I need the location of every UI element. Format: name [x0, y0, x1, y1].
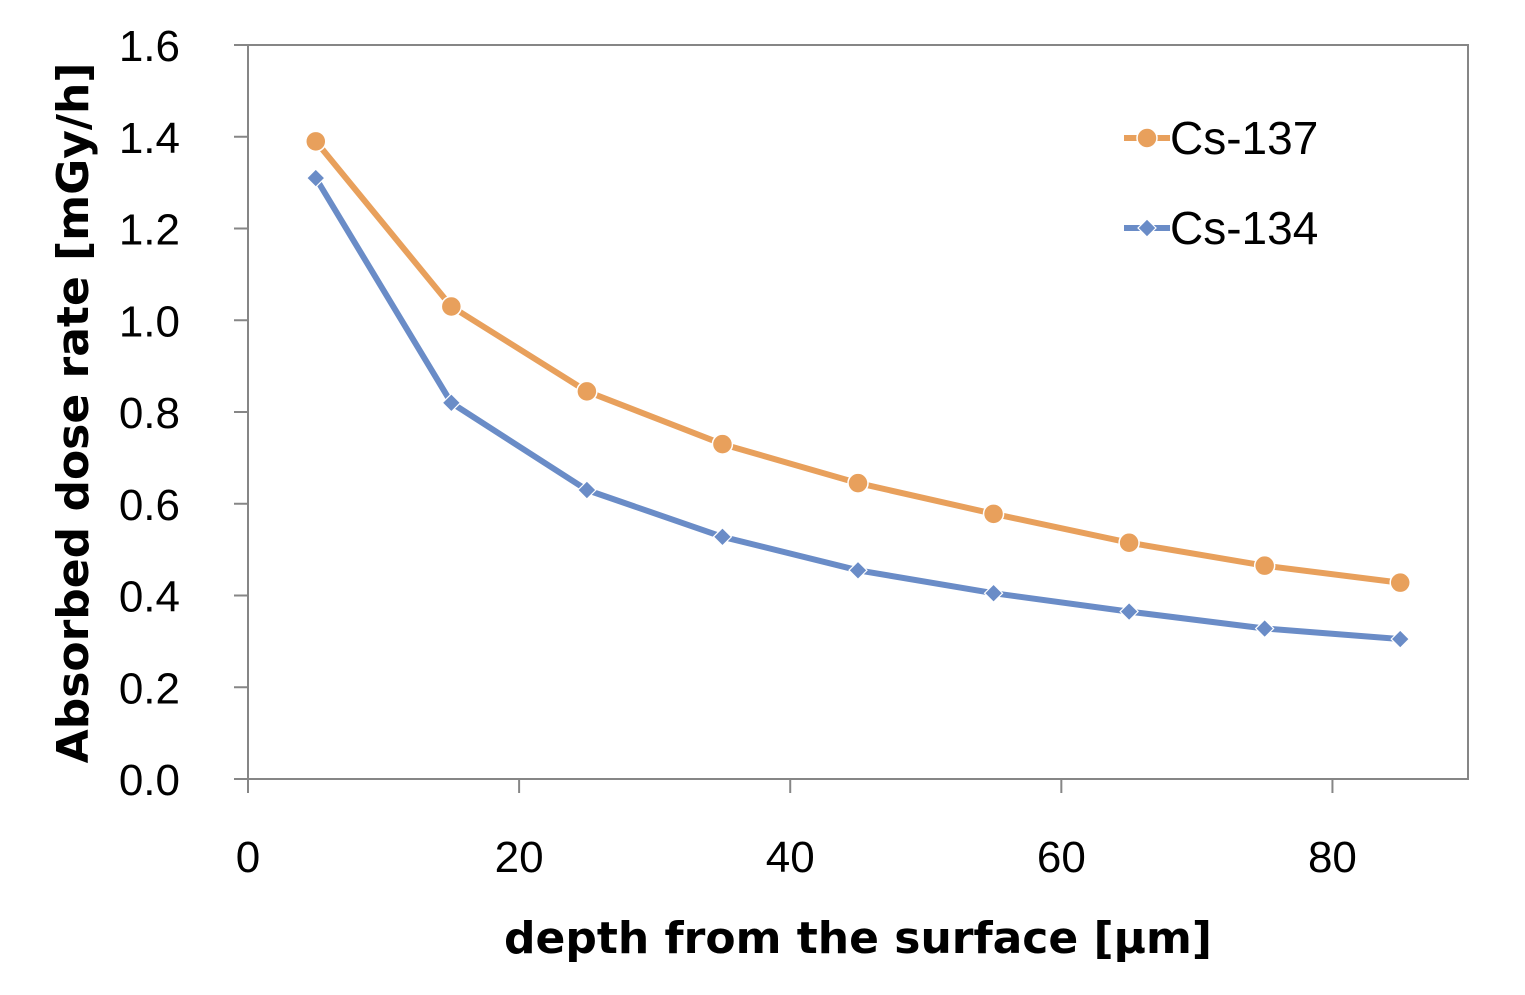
x-tick-label: 20 — [495, 833, 544, 882]
series-cs-137 — [305, 130, 1411, 594]
y-tick-label: 1.2 — [119, 206, 180, 255]
data-point-cs-134 — [983, 583, 1004, 604]
data-point-cs-137 — [1253, 554, 1276, 577]
data-point-cs-137 — [1389, 571, 1411, 594]
y-tick-label: 0.2 — [119, 664, 180, 713]
x-tick-label: 0 — [236, 833, 260, 882]
x-axis: 0 20 40 60 80 — [236, 779, 1357, 882]
x-tick-label: 80 — [1308, 833, 1357, 882]
series-layer — [305, 130, 1411, 649]
legend-item-cs-134: Cs-134 — [1124, 202, 1318, 254]
data-point-cs-137 — [1118, 531, 1140, 554]
legend-marker — [1137, 218, 1157, 238]
y-tick-label: 0.8 — [119, 389, 180, 438]
legend: Cs-137 Cs-134 — [1124, 112, 1318, 254]
data-point-cs-134 — [441, 392, 462, 413]
data-point-cs-137 — [711, 433, 734, 455]
data-point-cs-134 — [305, 168, 326, 188]
y-tick-label: 0.0 — [119, 756, 180, 805]
legend-label: Cs-137 — [1170, 112, 1318, 164]
x-tick-label: 40 — [766, 833, 815, 882]
legend-marker — [1136, 127, 1158, 149]
data-point-cs-134 — [1119, 601, 1139, 622]
y-axis: 0.0 0.2 0.4 0.6 0.8 1.0 1.2 1.4 1.6 — [119, 22, 248, 805]
series-cs-134 — [305, 168, 1411, 649]
data-point-cs-137 — [305, 130, 327, 153]
y-tick-label: 0.4 — [119, 573, 180, 622]
data-point-cs-134 — [1390, 629, 1411, 649]
legend-item-cs-137: Cs-137 — [1124, 112, 1318, 164]
x-tick-label: 60 — [1037, 833, 1086, 882]
data-point-cs-134 — [712, 526, 733, 547]
y-axis-title: Absorbed dose rate [mGy/h] — [48, 63, 99, 764]
y-tick-label: 1.6 — [119, 22, 180, 71]
data-point-cs-134 — [1254, 618, 1275, 639]
y-tick-label: 1.4 — [119, 114, 180, 163]
y-tick-label: 1.0 — [119, 297, 180, 346]
data-point-cs-137 — [576, 380, 598, 403]
x-axis-title: depth from the surface [µm] — [504, 913, 1212, 964]
data-point-cs-137 — [982, 503, 1005, 525]
y-tick-label: 0.6 — [119, 481, 180, 530]
data-point-cs-137 — [847, 472, 869, 494]
data-point-cs-137 — [440, 295, 463, 318]
legend-label: Cs-134 — [1170, 202, 1318, 254]
data-point-cs-134 — [577, 480, 597, 500]
data-point-cs-134 — [848, 560, 868, 581]
